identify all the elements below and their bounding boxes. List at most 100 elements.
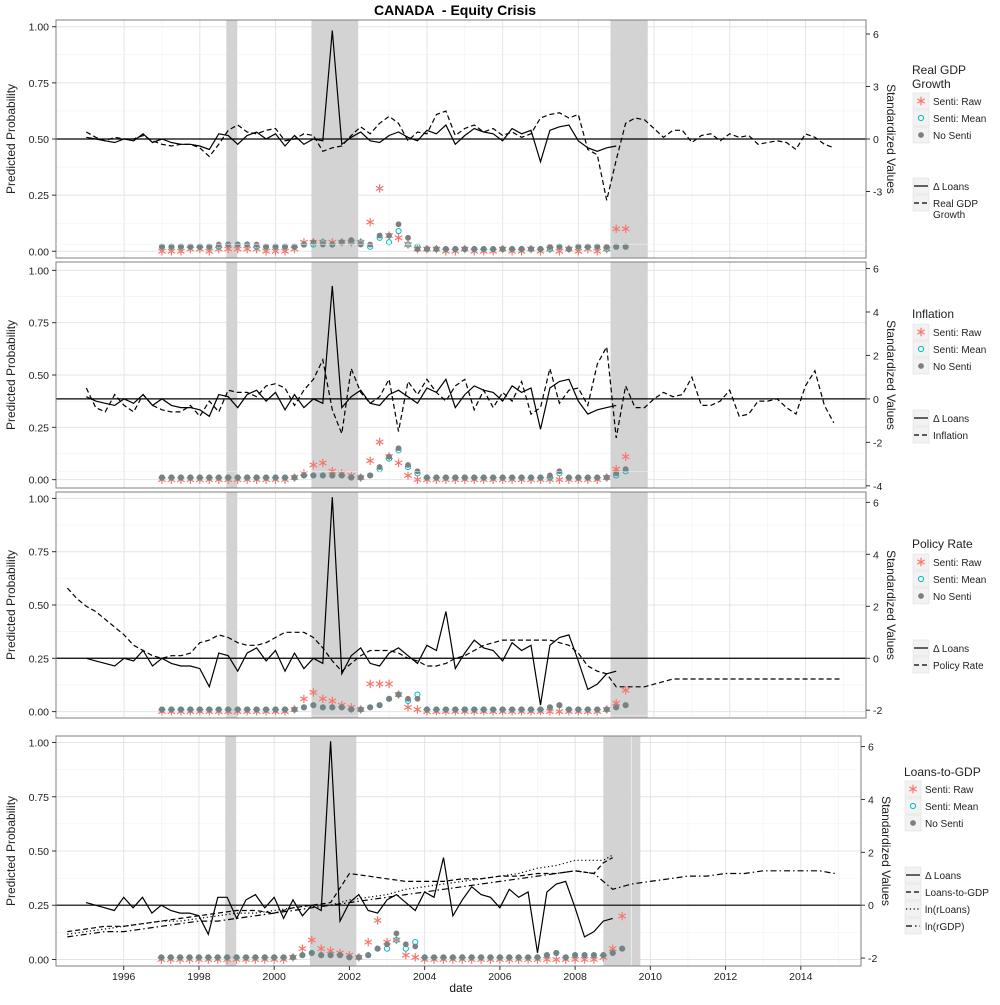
y-right-tick-label: 0 [873, 653, 879, 665]
y-left-axis-label: Predicted Probability [4, 84, 18, 194]
point-no-senti [471, 246, 478, 252]
y-right-tick-label: 2 [873, 601, 879, 613]
legend-symbol-mean [917, 575, 925, 583]
y-right-tick-label: 6 [873, 264, 879, 276]
legend-key [912, 340, 930, 358]
point-no-senti [594, 243, 601, 250]
point-no-senti [594, 474, 601, 481]
legend-title: Policy Rate [912, 537, 973, 551]
point-no-senti [433, 474, 440, 481]
point-no-senti [158, 954, 165, 961]
point-senti-raw [309, 688, 318, 697]
point-no-senti [310, 239, 317, 246]
point-no-senti [509, 474, 515, 481]
point-no-senti [591, 952, 597, 959]
point-no-senti [421, 954, 428, 961]
point-senti-raw [307, 935, 316, 945]
point-no-senti [272, 243, 279, 250]
y-right-tick-label: 6 [868, 742, 874, 754]
point-no-senti [424, 474, 430, 481]
point-no-senti [301, 472, 307, 479]
point-no-senti [178, 706, 184, 713]
point-senti-raw [413, 475, 422, 484]
point-no-senti [215, 474, 222, 481]
y-left-tick-label: 1.00 [29, 22, 50, 34]
point-no-senti [490, 246, 497, 252]
point-no-senti [414, 246, 421, 252]
point-no-senti [215, 241, 222, 248]
legend-symbol-raw [909, 784, 917, 794]
y-right-tick-label: -3 [873, 187, 882, 199]
point-no-senti [431, 954, 437, 961]
point-no-senti [376, 464, 383, 470]
x-tick-label: 2000 [262, 971, 286, 983]
y-left-tick-label: 0.25 [29, 422, 50, 434]
point-no-senti [272, 706, 279, 713]
point-no-senti [499, 474, 506, 481]
point-no-senti [440, 954, 447, 961]
point-no-senti [528, 246, 534, 252]
series-line [86, 110, 835, 201]
point-senti-raw [621, 452, 630, 461]
legend-symbol-nosenti [918, 363, 924, 369]
point-no-senti [424, 246, 430, 252]
crisis-shade [610, 492, 648, 718]
point-no-senti [461, 474, 468, 481]
point-senti-mean [385, 239, 393, 246]
point-no-senti [348, 474, 355, 481]
y-right-axis-label: Standardized Values [884, 550, 898, 660]
point-no-senti [534, 954, 541, 961]
point-no-senti [244, 706, 251, 713]
point-no-senti [196, 954, 202, 961]
legend-label: Senti: Mean [925, 802, 978, 813]
point-no-senti [609, 950, 616, 956]
point-no-senti [338, 704, 345, 711]
point-no-senti [613, 243, 620, 250]
y-left-tick-label: 0.25 [29, 900, 50, 912]
crisis-shade [311, 262, 359, 488]
point-no-senti [506, 954, 513, 961]
legend-label: Policy Rate [933, 661, 984, 672]
point-no-senti [318, 952, 325, 959]
point-no-senti [575, 243, 582, 250]
point-no-senti [214, 954, 221, 961]
legend-symbol-nosenti [918, 132, 924, 138]
legend-key [904, 917, 922, 935]
point-senti-raw [299, 694, 308, 704]
point-senti-mean [395, 227, 402, 235]
point-no-senti [603, 706, 610, 713]
x-tick-label: 1996 [112, 971, 136, 983]
y-left-tick-label: 0.50 [29, 370, 50, 382]
legend-label: Δ Loans [925, 871, 961, 882]
y-right-tick-label: 0 [868, 900, 874, 912]
point-no-senti [290, 954, 296, 961]
point-senti-raw [394, 233, 403, 242]
legend-symbol-raw [917, 327, 925, 337]
point-no-senti [365, 952, 372, 959]
x-tick-label: 2004 [413, 971, 437, 983]
point-no-senti [225, 241, 232, 248]
point-no-senti [414, 695, 421, 702]
point-no-senti [619, 945, 626, 952]
point-no-senti [452, 246, 459, 252]
point-senti-raw [317, 944, 326, 953]
point-no-senti [196, 474, 203, 481]
crisis-shade [309, 736, 357, 966]
point-no-senti [471, 474, 478, 481]
legend-label: No Senti [925, 819, 963, 830]
x-tick-label: 2008 [563, 971, 587, 983]
x-tick-label: 2006 [488, 971, 512, 983]
point-no-senti [509, 706, 515, 713]
y-left-tick-label: 0.75 [29, 318, 50, 330]
point-no-senti [280, 954, 287, 961]
y-left-tick-label: 0.75 [29, 547, 50, 559]
panel-1: 0.00 0.25 0.50 0.75 1.00 -3 0 3 6 Predicted Proba… [4, 19, 986, 259]
series-line [86, 30, 617, 164]
point-no-senti [537, 246, 544, 252]
y-right-tick-label: 4 [873, 307, 879, 319]
y-left-tick-label: 0.75 [29, 792, 50, 804]
point-no-senti [327, 952, 334, 959]
point-no-senti [263, 474, 269, 481]
y-left-axis-label: Predicted Probability [4, 796, 18, 906]
